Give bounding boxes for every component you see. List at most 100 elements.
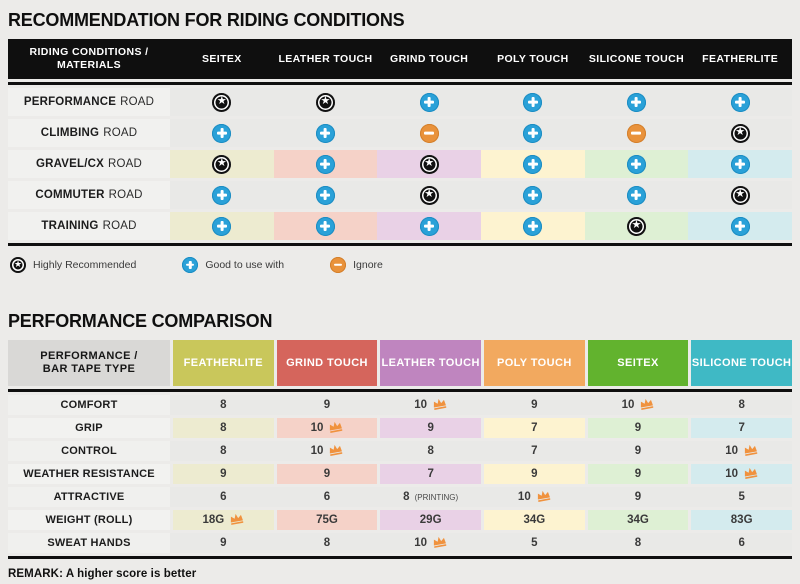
score-value: 9 [635, 422, 641, 434]
score-value: 9 [531, 468, 537, 480]
score-value: 34G [627, 514, 649, 526]
score-number: 8 [220, 399, 227, 411]
score-value: 8 [635, 537, 641, 549]
rating-cell [377, 88, 481, 116]
score-cell: 5 [484, 533, 585, 553]
score-value: 5 [738, 491, 744, 503]
plus-icon [212, 123, 232, 143]
plus-icon [315, 123, 335, 143]
score-cell: 8 [173, 418, 274, 438]
riding-row-commuter: COMMUTER ROAD [8, 181, 792, 209]
condition-name: TRAINING [41, 220, 99, 232]
rating-cell [377, 119, 481, 147]
score-cell: 29G [380, 510, 481, 530]
score-number: 83G [730, 514, 753, 526]
score-cell: 34G [483, 510, 585, 530]
legend-label: Ignore [353, 259, 383, 271]
rating-cell [585, 119, 689, 147]
metric-row-grip: GRIP 8 10 9 7 9 7 [8, 418, 792, 438]
legend-label: Highly Recommended [33, 259, 137, 271]
score-cell: 9 [380, 418, 481, 438]
score-cell: 10 [380, 395, 481, 415]
rating-cell [377, 181, 481, 209]
score-cell: 7 [691, 418, 792, 438]
score-value: 10 [414, 398, 447, 411]
score-number: 10 [414, 399, 428, 411]
score-number: 6 [220, 491, 227, 503]
star-icon [212, 92, 232, 112]
riding-conditions-table: RIDING CONDITIONS / MATERIALS SEITEX LEATH… [8, 39, 792, 246]
condition-name: CLIMBING [40, 127, 100, 139]
remark: REMARK: A higher score is better [8, 568, 197, 580]
rating-cell [481, 88, 585, 116]
column-header-poly-touch: POLY TOUCH [483, 340, 585, 386]
score-value: 8 [324, 537, 330, 549]
score-cell: 8 [691, 395, 792, 415]
score-number: 5 [738, 491, 745, 503]
score-cell: 8 [277, 533, 378, 553]
score-cell: 10 [691, 441, 792, 461]
score-number: 75G [316, 514, 338, 526]
score-number: 9 [531, 468, 538, 480]
score-value: 7 [738, 422, 744, 434]
condition-suffix: ROAD [108, 158, 143, 170]
row-label: TRAINING ROAD [8, 212, 170, 240]
plus-icon [315, 216, 335, 236]
score-cell: 8 [588, 533, 689, 553]
corner-header: PERFORMANCE / BAR TAPE TYPE [8, 340, 170, 386]
metric-row-weather-resistance: WEATHER RESISTANCE 9 9 7 9 9 10 [8, 464, 792, 484]
star-icon [212, 154, 232, 174]
score-cell: 9 [588, 441, 689, 461]
condition-suffix: ROAD [102, 220, 137, 232]
score-number: 9 [634, 491, 642, 503]
rating-cell [274, 181, 378, 209]
score-number: 9 [220, 537, 227, 549]
score-value: 8 [738, 399, 744, 411]
plus-icon [315, 154, 335, 174]
score-cell: 83G [691, 510, 792, 530]
score-number: 10 [517, 491, 531, 503]
score-cell: 10 [276, 418, 378, 438]
column-header-leather-touch: LEATHER TOUCH [380, 340, 481, 386]
plus-icon [626, 185, 646, 205]
column-header-silicone-touch: SILICONE TOUCH [691, 340, 792, 386]
score-number: 8 [403, 491, 410, 503]
condition-name: GRAVEL/CX [35, 158, 104, 170]
rating-cell [688, 88, 792, 116]
score-cell: 6 [691, 533, 792, 553]
score-number: 10 [725, 468, 739, 480]
rating-cell [688, 119, 792, 147]
rating-cell [688, 181, 792, 209]
rating-cell [480, 212, 585, 240]
score-cell: 75G [276, 510, 378, 530]
plus-icon [315, 185, 335, 205]
score-cell: 7 [483, 418, 585, 438]
rating-cell [585, 181, 689, 209]
performance-title: PERFORMANCE COMPARISON [8, 311, 273, 331]
score-cell: 6 [277, 487, 378, 507]
plus-icon [212, 216, 232, 236]
plus-icon [419, 92, 439, 112]
rating-cell [170, 181, 274, 209]
table-bottom-divider [8, 243, 792, 246]
performance-header-row: PERFORMANCE / BAR TAPE TYPE FEATHERLITE GR… [8, 340, 792, 386]
condition-name: COMMUTER [35, 189, 105, 201]
score-cell: 8 (PRINTING) [380, 487, 481, 507]
recommendation-title: RECOMMENDATION FOR RIDING CONDITIONS [8, 10, 405, 30]
score-cell: 9 [587, 464, 689, 484]
score-number: 9 [634, 445, 642, 457]
score-value: 75G [316, 514, 338, 526]
column-header-grind-touch: GRIND TOUCH [276, 340, 378, 386]
score-cell: 9 [484, 395, 585, 415]
legend-item-ignore: Ignore [330, 257, 383, 273]
legend-item-good-to-use: Good to use with [182, 257, 284, 273]
score-value: 10 [725, 467, 758, 480]
score-number: 7 [531, 422, 538, 434]
score-cell: 10 [277, 441, 378, 461]
score-value: 10 [725, 444, 758, 457]
score-cell: 9 [587, 418, 689, 438]
header-divider [8, 389, 792, 392]
score-number: 9 [323, 468, 331, 480]
score-number: 5 [531, 537, 538, 549]
